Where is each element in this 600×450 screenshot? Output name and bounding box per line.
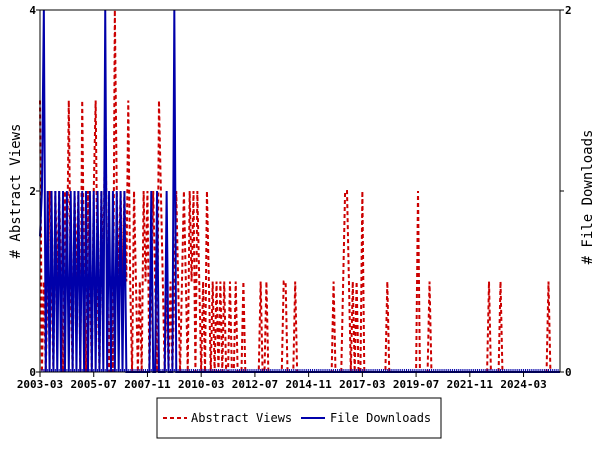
legend: Abstract Views File Downloads bbox=[156, 397, 442, 439]
y-right-axis-ticks: 02 bbox=[560, 4, 572, 379]
x-axis-ticks: 2003-03 2005-07 2007-11 2010-03 2012-07 2014-… bbox=[17, 372, 547, 391]
y-left-axis-title: # Abstract Views bbox=[8, 124, 24, 259]
x-tick-label: 2017-03 bbox=[339, 378, 385, 391]
y-right-axis-title: # File Downloads bbox=[580, 130, 596, 265]
legend-label-abstract-views: Abstract Views bbox=[191, 411, 292, 425]
x-tick-label: 2021-11 bbox=[447, 378, 494, 391]
x-tick-label: 2012-07 bbox=[232, 378, 278, 391]
x-tick-label: 2003-03 bbox=[17, 378, 63, 391]
x-tick-label: 2007-11 bbox=[124, 378, 171, 391]
legend-label-file-downloads: File Downloads bbox=[330, 411, 431, 425]
x-tick-label: 2019-07 bbox=[393, 378, 439, 391]
x-tick-label: 2005-07 bbox=[71, 378, 117, 391]
y-left-tick-label: 4 bbox=[29, 4, 36, 17]
x-tick-label: 2010-03 bbox=[178, 378, 224, 391]
y-left-tick-label: 0 bbox=[29, 366, 36, 379]
legend-box bbox=[156, 397, 442, 439]
x-tick-label: 2024-03 bbox=[500, 378, 546, 391]
y-left-tick-label: 2 bbox=[29, 185, 36, 198]
x-tick-label: 2014-11 bbox=[285, 378, 332, 391]
y-right-tick-label: 2 bbox=[565, 4, 572, 17]
y-right-tick-label: 0 bbox=[565, 366, 572, 379]
y-left-axis-ticks: 0 2 4 bbox=[29, 4, 40, 379]
plot-frame bbox=[39, 9, 561, 373]
